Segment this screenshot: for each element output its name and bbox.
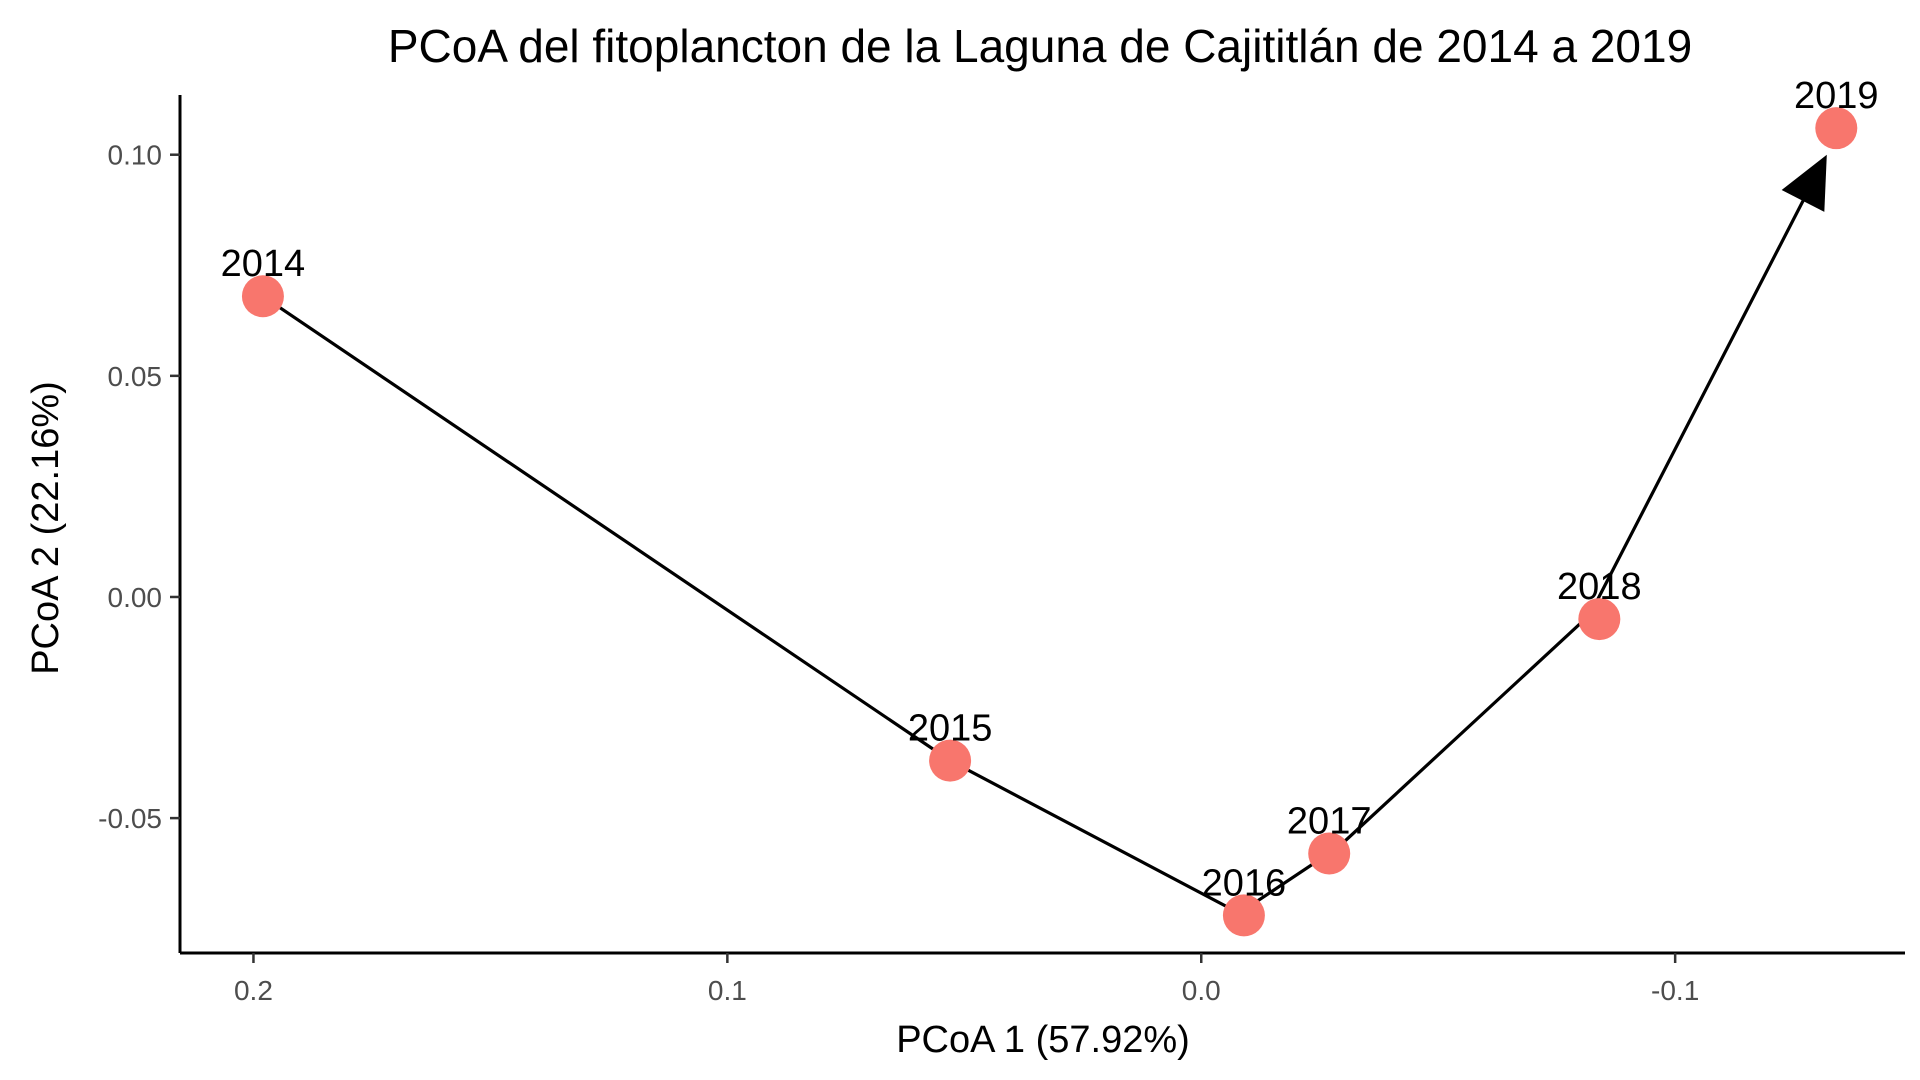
y-tick-label: 0.10 [108, 140, 163, 171]
trajectory-line [262, 198, 1806, 916]
y-axis: 0.10 0.05 0.00 -0.05 [98, 95, 182, 953]
point-2015 [929, 739, 972, 782]
x-tick-label: 0.0 [1182, 975, 1221, 1006]
point-2017 [1308, 832, 1351, 875]
x-tick-label: -0.1 [1651, 975, 1699, 1006]
point-2016 [1222, 894, 1265, 937]
x-tick-label: 0.1 [708, 975, 747, 1006]
point-2018 [1578, 598, 1621, 641]
trajectory-arrowhead [1781, 154, 1827, 212]
y-tick-label: 0.05 [108, 361, 163, 392]
trajectory [262, 154, 1827, 916]
y-tick-label: 0.00 [108, 582, 163, 613]
y-tick-label: -0.05 [98, 803, 162, 834]
point-label-2014: 2014 [221, 243, 306, 285]
points-layer [241, 107, 1858, 937]
x-axis-title: PCoA 1 (57.92%) [896, 1019, 1190, 1061]
point-label-2017: 2017 [1287, 800, 1372, 842]
point-2019 [1815, 107, 1858, 150]
y-axis-title: PCoA 2 (22.16%) [25, 381, 67, 675]
point-label-2015: 2015 [908, 708, 993, 750]
chart-title: PCoA del fitoplancton de la Laguna de Ca… [388, 20, 1692, 72]
x-axis: 0.2 0.1 0.0 -0.1 [180, 951, 1905, 1006]
point-label-2018: 2018 [1557, 566, 1642, 608]
point-label-2019: 2019 [1794, 75, 1879, 117]
x-tick-label: 0.2 [234, 975, 273, 1006]
point-2014 [241, 275, 284, 318]
point-label-2016: 2016 [1202, 862, 1287, 904]
